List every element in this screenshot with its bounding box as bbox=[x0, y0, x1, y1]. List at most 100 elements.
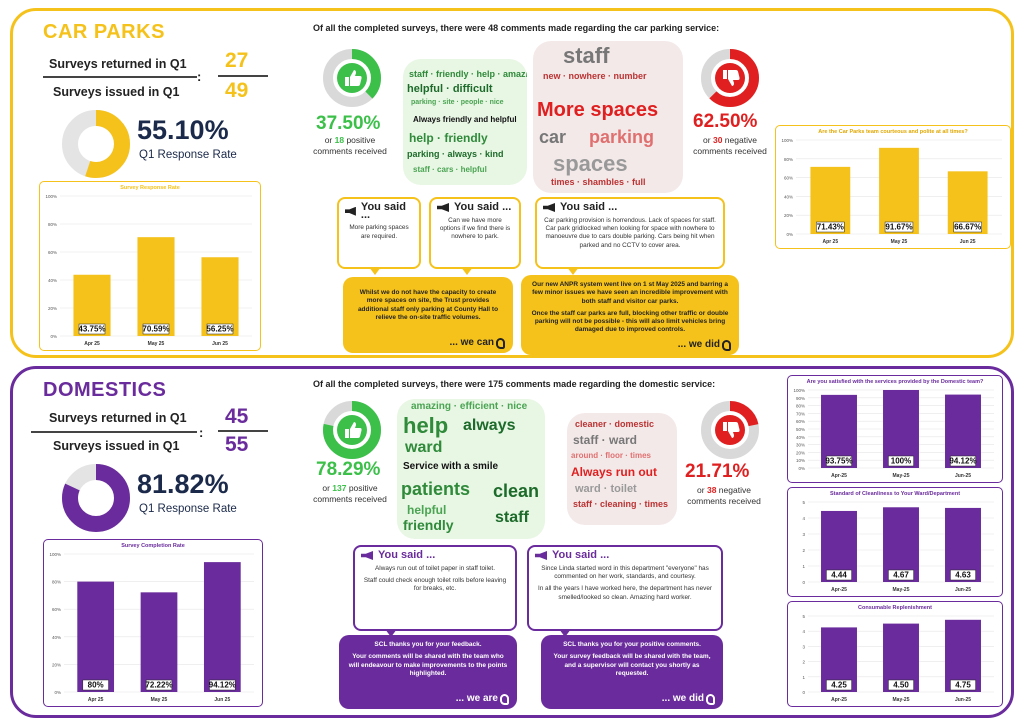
data-label: 100% bbox=[891, 457, 911, 466]
y-tick-label: 70% bbox=[796, 411, 805, 416]
data-label-box bbox=[888, 679, 914, 691]
y-tick-label: 40% bbox=[48, 278, 57, 283]
data-label: 94.12% bbox=[949, 457, 976, 466]
y-tick-label: 20% bbox=[784, 213, 793, 218]
y-tick-label: 80% bbox=[52, 580, 61, 585]
we-can-response: Whilst we do not have the capacity to cr… bbox=[343, 277, 513, 353]
megaphone-icon bbox=[437, 203, 449, 212]
negative-word-cloud: staff new · nowhere · number More spaces… bbox=[533, 41, 683, 193]
survey-completion-rate-chart: 0% 20% 40% 60% 80% 100% 80% Apr 25 72.22% May 25 9… bbox=[43, 539, 263, 707]
y-tick-label: 30% bbox=[796, 443, 805, 448]
y-tick-label: 20% bbox=[48, 306, 57, 311]
surveys-returned-label: Surveys returned in Q1 bbox=[49, 411, 187, 425]
ear-icon bbox=[706, 694, 715, 705]
we-are-response: SCL thanks you for your feedback. Your c… bbox=[339, 635, 517, 709]
negative-percent: 21.71% bbox=[685, 461, 750, 482]
response-rate-label: Q1 Response Rate bbox=[139, 503, 237, 515]
data-label: 4.75 bbox=[955, 681, 971, 690]
bar bbox=[140, 592, 178, 692]
megaphone-icon bbox=[361, 551, 373, 560]
surveys-issued-value: 49 bbox=[225, 79, 249, 102]
bar bbox=[77, 581, 115, 692]
y-tick-label: 0% bbox=[786, 232, 793, 237]
y-tick-label: 0% bbox=[50, 334, 57, 339]
response-rate-label: Q1 Response Rate bbox=[139, 149, 237, 161]
y-tick-label: 90% bbox=[796, 396, 805, 401]
y-tick-label: 0% bbox=[54, 690, 61, 695]
surveys-returned-label: Surveys returned in Q1 bbox=[49, 57, 187, 71]
data-label: 4.67 bbox=[893, 571, 909, 580]
negative-comments-caption: or 30 negative comments received bbox=[693, 135, 767, 156]
data-label: 71.43% bbox=[817, 223, 844, 232]
ratio-separator: : bbox=[199, 425, 204, 440]
y-tick-label: 100% bbox=[793, 388, 805, 393]
comments-headline: Of all the completed surveys, there were… bbox=[313, 379, 716, 389]
data-label: 91.67% bbox=[885, 223, 912, 232]
y-tick-label: 50% bbox=[796, 427, 805, 432]
negative-thumb-gauge bbox=[701, 49, 759, 107]
data-label-box bbox=[142, 323, 170, 335]
data-label: 80% bbox=[88, 681, 104, 690]
surveys-issued-label: Surveys issued in Q1 bbox=[53, 439, 180, 453]
bar bbox=[879, 147, 919, 234]
y-tick-label: 40% bbox=[796, 435, 805, 440]
y-tick-label: 60% bbox=[784, 176, 793, 181]
you-said-bubble-1: You said ... More parking spaces are req… bbox=[337, 197, 421, 275]
divider bbox=[218, 75, 268, 77]
data-label: 4.50 bbox=[893, 681, 909, 690]
data-label: 56.25% bbox=[206, 325, 233, 334]
x-tick-label: May-25 bbox=[893, 473, 910, 479]
data-label: 70.59% bbox=[142, 325, 169, 334]
y-tick-label: 5 bbox=[802, 500, 805, 505]
bar bbox=[883, 507, 919, 582]
thumbs-up-icon bbox=[345, 422, 362, 438]
thumbs-up-icon bbox=[345, 70, 362, 86]
x-tick-label: Jun-25 bbox=[955, 587, 971, 593]
we-can-signature: ... we can bbox=[450, 338, 505, 349]
data-label: 94.12% bbox=[209, 681, 236, 690]
courteous-polite-chart: 0% 20% 40% 60% 80% 100% 71.43% Apr 25 91.67% May … bbox=[775, 125, 1011, 249]
bar-chart-svg: 0% 20% 40% 60% 80% 100% 80% Apr 25 72.22% May 25 9… bbox=[49, 552, 254, 703]
data-label-box bbox=[78, 323, 106, 335]
y-tick-label: 2 bbox=[802, 548, 805, 553]
bar bbox=[883, 390, 919, 468]
y-tick-label: 100% bbox=[49, 552, 61, 557]
domestics-panel: DOMESTICS Surveys returned in Q1 Surveys… bbox=[10, 366, 1014, 718]
section-title: DOMESTICS bbox=[43, 379, 167, 401]
y-tick-label: 0 bbox=[802, 690, 805, 695]
x-tick-label: May 25 bbox=[891, 239, 908, 245]
response-rate-value: 55.10% bbox=[137, 115, 229, 145]
x-tick-label: Apr-25 bbox=[831, 473, 847, 479]
surveys-issued-value: 55 bbox=[225, 433, 249, 456]
y-tick-label: 1 bbox=[802, 564, 805, 569]
data-label: 4.44 bbox=[831, 571, 847, 580]
survey-response-rate-chart: 0% 20% 40% 60% 80% 100% 43.75% Apr 25 70.59% May … bbox=[39, 181, 261, 351]
megaphone-icon bbox=[543, 203, 555, 212]
negative-percent: 62.50% bbox=[693, 111, 758, 132]
positive-percent: 37.50% bbox=[316, 113, 381, 134]
you-said-bubble-2: You said ... Since Linda started word in… bbox=[527, 545, 723, 637]
positive-word-cloud: amazing · efficient · nice help always w… bbox=[397, 399, 545, 539]
y-tick-label: 100% bbox=[781, 138, 793, 143]
y-tick-label: 4 bbox=[802, 516, 805, 521]
y-tick-label: 20% bbox=[52, 662, 61, 667]
negative-thumb-gauge bbox=[701, 401, 759, 459]
surveys-returned-value: 45 bbox=[225, 405, 249, 428]
y-tick-label: 5 bbox=[802, 614, 805, 619]
bar bbox=[203, 562, 241, 692]
positive-comments-caption: or 18 positive comments received bbox=[313, 135, 387, 156]
y-tick-label: 3 bbox=[802, 644, 805, 649]
x-tick-label: May 25 bbox=[151, 697, 168, 703]
data-label: 4.25 bbox=[831, 681, 847, 690]
positive-comments-caption: or 137 positive comments received bbox=[313, 483, 387, 504]
y-tick-label: 20% bbox=[796, 450, 805, 455]
we-are-signature: ... we are bbox=[456, 694, 509, 705]
y-tick-label: 0% bbox=[798, 466, 805, 471]
bar bbox=[945, 507, 981, 582]
positive-percent: 78.29% bbox=[316, 459, 381, 480]
negative-comments-caption: or 38 negative comments received bbox=[687, 485, 761, 506]
divider bbox=[43, 76, 197, 78]
data-label-box bbox=[206, 323, 234, 335]
x-tick-label: May-25 bbox=[893, 697, 910, 703]
you-said-bubble-2: You said ... Can we have more options if… bbox=[429, 197, 521, 275]
